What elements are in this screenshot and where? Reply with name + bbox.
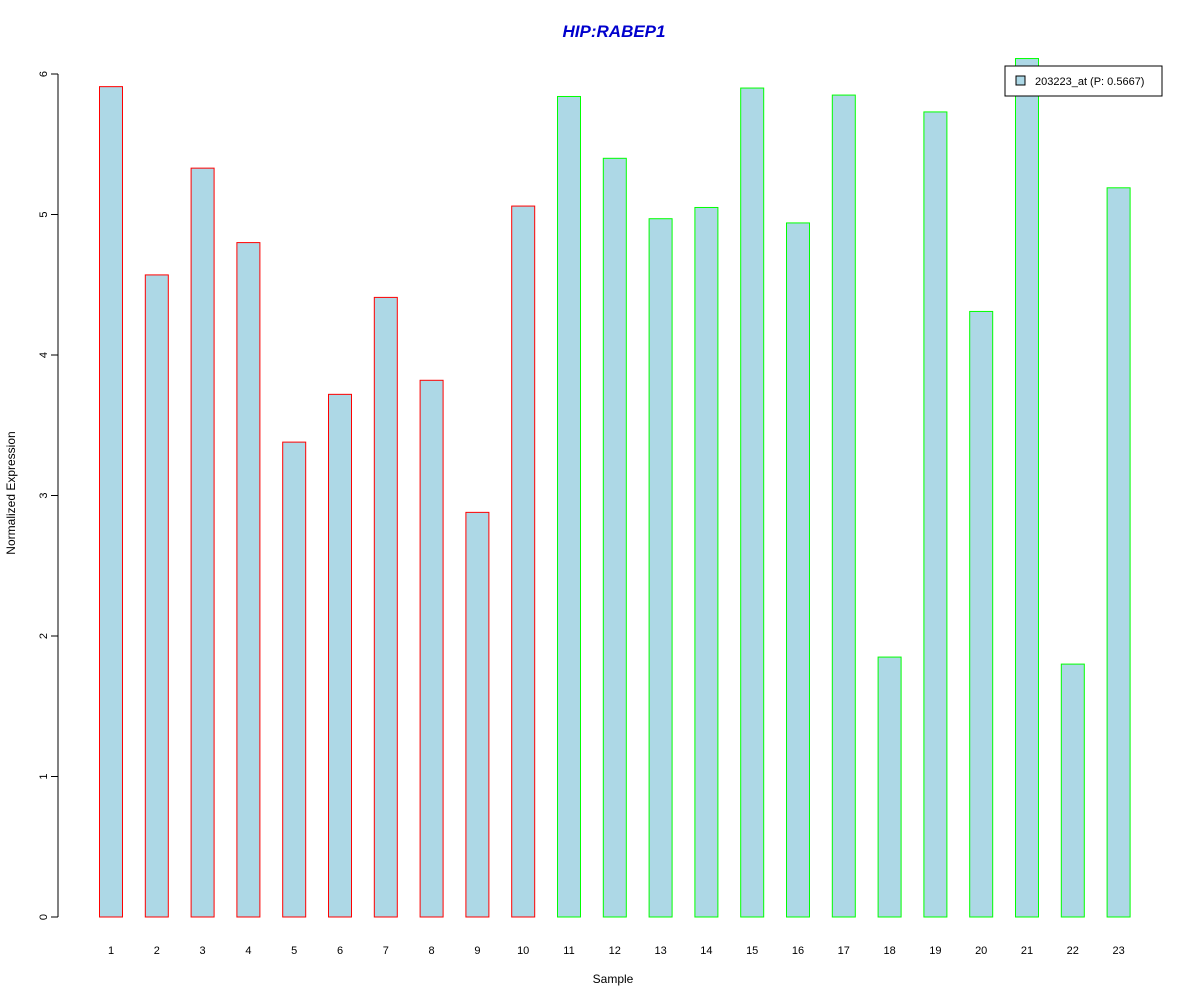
y-axis: 0 1 2 3 4 5 6 [38,71,59,920]
x-tick-label: 2 [154,945,160,957]
bar-sample-2 [144,274,169,918]
bar-sample-23 [1106,187,1131,918]
x-tick-label: 23 [1112,945,1124,957]
x-tick-label: 11 [563,945,574,957]
bar-sample-21 [1015,58,1039,918]
bar-sample-16 [786,222,810,918]
bar-sample-3 [190,167,215,918]
x-axis-label: Sample [593,972,634,986]
bar-sample-7 [373,296,398,918]
bar-sample-9 [465,511,490,918]
y-tick-label: 4 [38,352,50,358]
y-tick-label: 6 [38,71,50,77]
x-tick-label: 5 [291,945,297,957]
bar-sample-8 [419,379,444,918]
x-tick-label: 8 [429,945,435,957]
legend-swatch [1015,75,1026,86]
bar-sample-22 [1060,663,1085,918]
y-tick-label: 3 [38,492,50,498]
x-tick-labels: 1 2 3 4 5 6 7 8 9 10 11 12 13 14 15 16 17 18 19 20 21 22 23 [108,945,1125,957]
x-tick-label: 17 [838,945,850,957]
bar-sample-18 [877,656,902,918]
x-tick-label: 12 [609,945,621,957]
x-tick-label: 20 [975,945,987,957]
x-tick-label: 3 [200,945,206,957]
legend-label: 203223_at (P: 0.5667) [1035,76,1144,88]
x-tick-label: 16 [792,945,804,957]
legend: 203223_at (P: 0.5667) [1004,65,1163,97]
x-tick-label: 7 [383,945,389,957]
x-tick-label: 1 [108,945,114,957]
x-tick-label: 15 [746,945,758,957]
bar-sample-14 [694,206,719,918]
bar-sample-13 [648,218,673,918]
bar-sample-19 [923,111,948,918]
x-tick-label: 9 [474,945,480,957]
x-tick-label: 6 [337,945,343,957]
bar-sample-15 [740,87,765,918]
y-tick-label: 0 [38,914,50,920]
x-tick-label: 19 [929,945,941,957]
bar-sample-12 [602,157,627,918]
x-tick-label: 22 [1067,945,1079,957]
x-tick-label: 13 [654,945,666,957]
x-tick-label: 14 [700,945,712,957]
chart-title: HIP:RABEP1 [563,22,666,41]
bars [99,58,1131,918]
y-tick-label: 5 [38,211,50,217]
bar-sample-20 [969,310,994,918]
bar-sample-6 [328,393,352,918]
y-tick-label: 2 [38,633,50,639]
x-tick-label: 18 [883,945,895,957]
bar-sample-11 [557,95,581,918]
y-tick-label: 1 [38,773,50,779]
x-tick-label: 21 [1021,945,1033,957]
bar-sample-17 [831,94,856,918]
x-tick-label: 10 [517,945,529,957]
bar-sample-10 [511,205,536,918]
x-tick-label: 4 [245,945,251,957]
y-axis-label: Normalized Expression [4,431,18,554]
bar-sample-4 [236,242,261,918]
bar-sample-1 [99,86,123,918]
legend-box [1004,65,1163,97]
bar-sample-5 [282,441,307,918]
